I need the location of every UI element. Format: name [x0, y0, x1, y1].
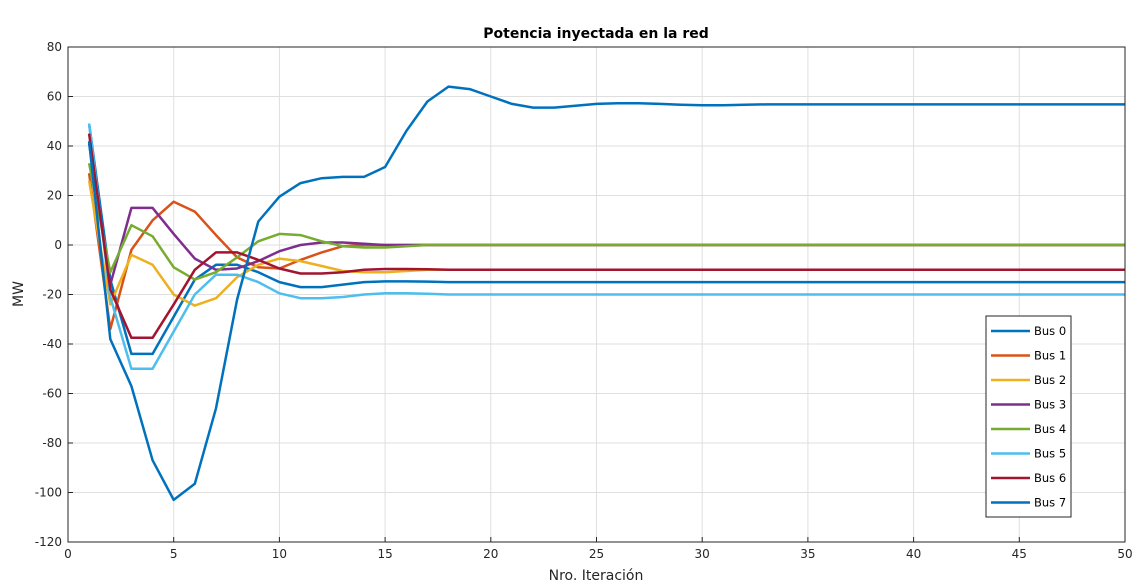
- series-line-bus-4: [87, 163, 1125, 281]
- y-tick-label: -20: [42, 288, 62, 302]
- legend-item: Bus 1: [991, 349, 1066, 363]
- series-line-bus-7: [87, 85, 1125, 502]
- y-tick-label: 40: [47, 139, 62, 153]
- legend-item: Bus 5: [991, 447, 1066, 461]
- x-tick-label: 0: [64, 547, 72, 561]
- x-tick-label: 35: [800, 547, 815, 561]
- legend-item: Bus 3: [991, 398, 1066, 412]
- legend-label: Bus 2: [1034, 373, 1066, 387]
- y-tick-label: -60: [42, 387, 62, 401]
- legend-item: Bus 2: [991, 373, 1066, 387]
- legend-label: Bus 6: [1034, 471, 1066, 485]
- legend: Bus 0 Bus 1 Bus 2 Bus 3 Bus 4 Bus 5 Bus 6 Bus 7: [985, 315, 1072, 518]
- legend-label: Bus 3: [1034, 398, 1066, 412]
- y-axis-ticks: 80 60 40 20 0 -20 -40 -60 -80 -100 -120: [35, 40, 73, 549]
- x-tick-label: 20: [483, 547, 498, 561]
- x-tick-label: 5: [170, 547, 178, 561]
- y-tick-label: 0: [54, 238, 62, 252]
- chart-title: Potencia inyectada en la red: [483, 26, 709, 42]
- y-axis-label: MW: [11, 281, 27, 307]
- legend-label: Bus 4: [1034, 422, 1066, 436]
- y-tick-label: -100: [35, 486, 62, 500]
- y-tick-label: 20: [47, 189, 62, 203]
- series-line-bus-0: [87, 123, 1125, 356]
- y-tick-label: -40: [42, 337, 62, 351]
- legend-item: Bus 4: [991, 422, 1066, 436]
- legend-item: Bus 7: [991, 496, 1066, 510]
- x-axis-ticks: 0 5 10 15 20 25 30 35 40 45 50: [64, 537, 1133, 561]
- y-tick-label: 80: [47, 40, 62, 54]
- legend-box: [985, 315, 1072, 518]
- legend-label: Bus 5: [1034, 447, 1066, 461]
- legend-label: Bus 1: [1034, 349, 1066, 363]
- legend-item: Bus 6: [991, 471, 1066, 485]
- y-tick-label: 60: [47, 90, 62, 104]
- x-tick-label: 30: [695, 547, 710, 561]
- x-axis-label: Nro. Iteración: [549, 568, 644, 584]
- legend-label: Bus 0: [1034, 324, 1066, 338]
- x-tick-label: 25: [589, 547, 604, 561]
- x-tick-label: 50: [1117, 547, 1132, 561]
- x-tick-label: 40: [906, 547, 921, 561]
- legend-label: Bus 7: [1034, 496, 1066, 510]
- series-lines: [87, 85, 1125, 502]
- series-line-bus-6: [87, 133, 1125, 340]
- x-tick-label: 15: [377, 547, 392, 561]
- series-line-bus-5: [87, 123, 1125, 371]
- x-tick-label: 45: [1012, 547, 1027, 561]
- x-tick-label: 10: [272, 547, 287, 561]
- legend-item: Bus 0: [991, 324, 1066, 338]
- y-tick-label: -120: [35, 535, 62, 549]
- y-tick-label: -80: [42, 436, 62, 450]
